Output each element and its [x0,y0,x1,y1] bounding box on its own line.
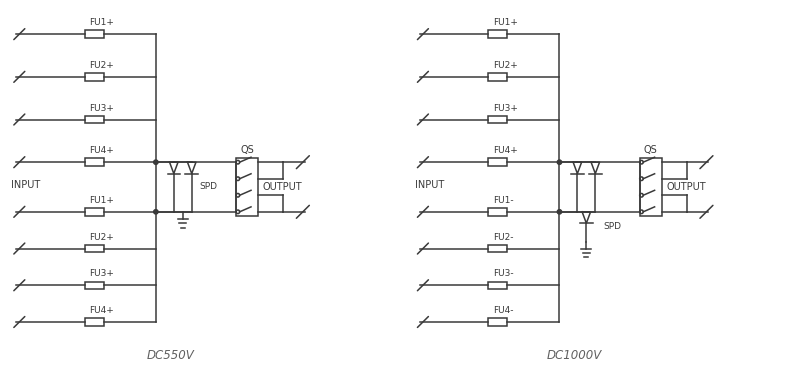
Circle shape [154,160,158,164]
Bar [236,158,258,216]
Text: FU1+: FU1+ [89,18,114,27]
Text: FU2+: FU2+ [89,233,114,242]
Bar [85,116,103,123]
Text: FU1-: FU1- [493,196,514,205]
Circle shape [558,210,562,214]
Text: OUTPUT: OUTPUT [666,182,706,192]
Text: QS: QS [240,145,254,155]
Text: FU3+: FU3+ [89,269,114,278]
Bar [488,245,507,252]
Text: FU4-: FU4- [493,306,513,315]
Bar [488,208,507,216]
Text: INPUT: INPUT [415,180,444,190]
Bar [488,31,507,38]
Text: DC550V: DC550V [147,349,194,362]
Bar [488,159,507,166]
Bar [488,282,507,289]
Bar [488,318,507,326]
Bar [85,31,103,38]
Text: INPUT: INPUT [11,180,41,190]
Text: FU3+: FU3+ [493,104,518,113]
Text: FU4+: FU4+ [89,306,114,315]
Text: FU3+: FU3+ [89,104,114,113]
Bar [488,73,507,81]
Text: FU2-: FU2- [493,233,513,242]
Text: SPD: SPD [603,222,622,231]
Text: FU4+: FU4+ [89,146,114,155]
Bar [85,318,103,326]
Text: FU2+: FU2+ [493,61,518,70]
Text: SPD: SPD [200,182,218,191]
Circle shape [558,160,562,164]
Text: FU1+: FU1+ [493,18,518,27]
Text: OUTPUT: OUTPUT [263,182,302,192]
Text: DC1000V: DC1000V [546,349,602,362]
Text: FU3-: FU3- [493,269,514,278]
Text: QS: QS [644,145,658,155]
Circle shape [154,210,158,214]
Bar [640,158,662,216]
Bar [85,208,103,216]
Bar [488,116,507,123]
Bar [85,282,103,289]
Text: FU1+: FU1+ [89,196,114,205]
Bar [85,245,103,252]
Text: FU4+: FU4+ [493,146,518,155]
Text: FU2+: FU2+ [89,61,114,70]
Bar [85,159,103,166]
Bar [85,73,103,81]
